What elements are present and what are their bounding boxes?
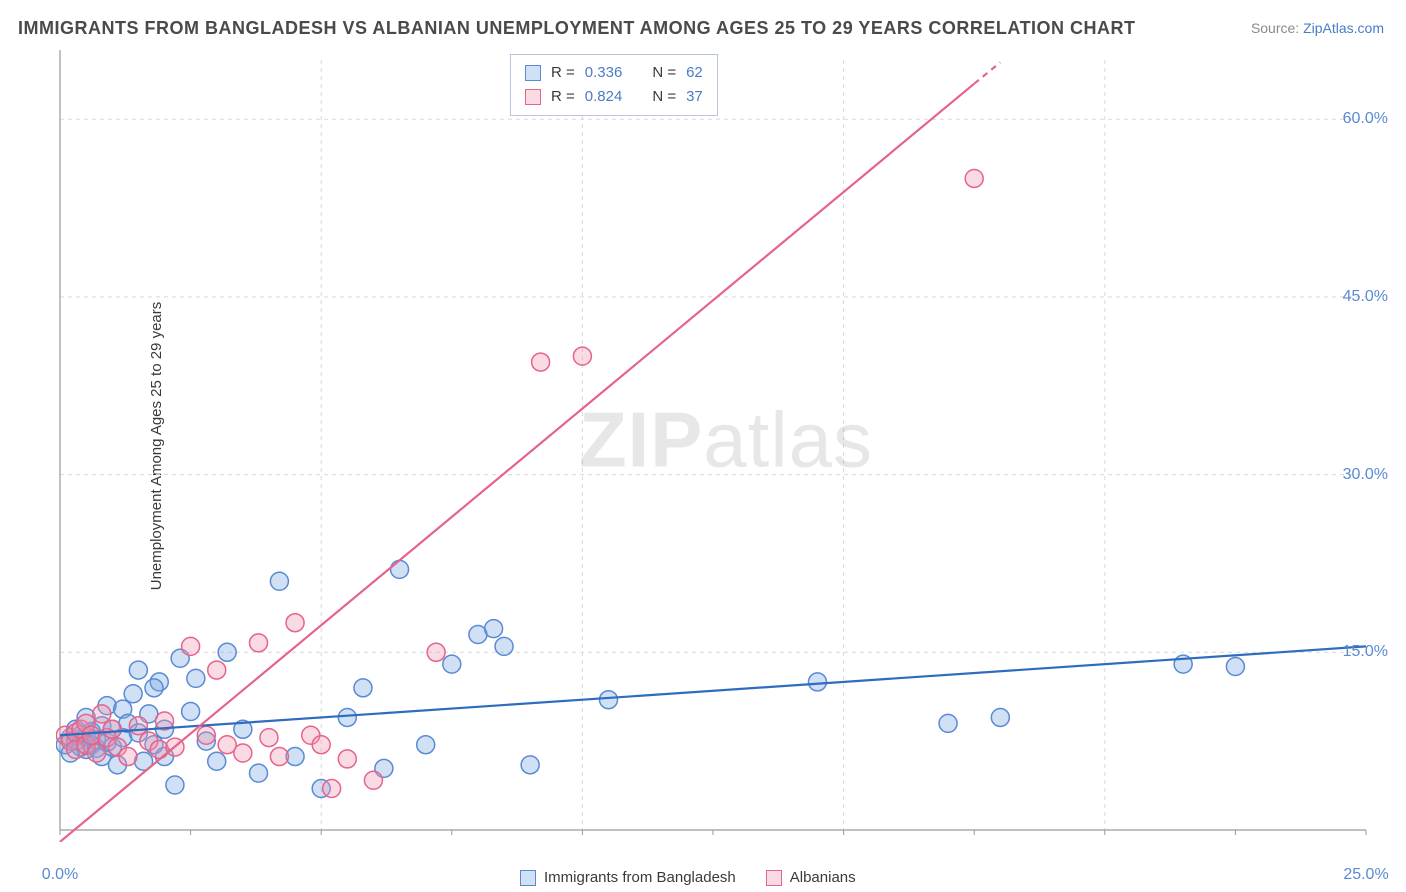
scatter-point — [573, 347, 591, 365]
scatter-point — [808, 673, 826, 691]
scatter-point — [103, 720, 121, 738]
legend-r-value: 0.336 — [585, 61, 623, 85]
scatter-point — [991, 708, 1009, 726]
scatter-point — [338, 708, 356, 726]
legend-n-value: 62 — [686, 61, 703, 85]
scatter-point — [197, 726, 215, 744]
scatter-point — [443, 655, 461, 673]
legend-correlation-row: R = 0.824 N = 37 — [525, 85, 703, 109]
scatter-point — [260, 729, 278, 747]
legend-n-label: N = — [652, 61, 676, 85]
scatter-point — [129, 661, 147, 679]
scatter-point — [338, 750, 356, 768]
scatter-point — [312, 736, 330, 754]
regression-line-ext — [974, 62, 1000, 83]
legend-r-label: R = — [551, 85, 575, 109]
scatter-point — [208, 661, 226, 679]
scatter-point — [485, 620, 503, 638]
legend-series: Immigrants from Bangladesh Albanians — [520, 869, 856, 886]
chart-plot-area: ZIPatlas — [56, 50, 1396, 862]
legend-correlation-box: R = 0.336 N = 62 R = 0.824 N = 37 — [510, 54, 718, 116]
scatter-point — [93, 705, 111, 723]
source-attribution: Source: ZipAtlas.com — [1251, 20, 1384, 36]
scatter-point — [187, 669, 205, 687]
y-tick-label: 30.0% — [1343, 466, 1388, 484]
legend-n-value: 37 — [686, 85, 703, 109]
scatter-point — [323, 780, 341, 798]
scatter-point — [270, 572, 288, 590]
scatter-point — [391, 560, 409, 578]
source-link[interactable]: ZipAtlas.com — [1303, 20, 1384, 36]
source-label: Source: — [1251, 20, 1303, 36]
regression-line — [60, 84, 974, 842]
scatter-point — [417, 736, 435, 754]
legend-r-value: 0.824 — [585, 85, 623, 109]
scatter-point — [182, 703, 200, 721]
chart-svg — [56, 50, 1386, 842]
scatter-point — [250, 634, 268, 652]
scatter-point — [208, 752, 226, 770]
scatter-point — [270, 748, 288, 766]
scatter-point — [600, 691, 618, 709]
legend-swatch — [525, 65, 541, 81]
y-tick-label: 45.0% — [1343, 288, 1388, 306]
scatter-point — [88, 744, 106, 762]
scatter-point — [521, 756, 539, 774]
legend-swatch — [520, 870, 536, 886]
scatter-point — [119, 748, 137, 766]
scatter-point — [182, 637, 200, 655]
scatter-point — [218, 643, 236, 661]
scatter-point — [939, 714, 957, 732]
scatter-point — [286, 614, 304, 632]
legend-n-label: N = — [652, 85, 676, 109]
scatter-point — [250, 764, 268, 782]
legend-series-item: Immigrants from Bangladesh — [520, 869, 736, 886]
legend-series-label: Immigrants from Bangladesh — [544, 869, 736, 886]
x-tick-label: 25.0% — [1343, 866, 1388, 884]
x-tick-label: 0.0% — [42, 866, 78, 884]
scatter-point — [166, 776, 184, 794]
y-tick-label: 15.0% — [1343, 643, 1388, 661]
scatter-point — [129, 717, 147, 735]
legend-correlation-row: R = 0.336 N = 62 — [525, 61, 703, 85]
legend-swatch — [525, 89, 541, 105]
scatter-point — [1226, 658, 1244, 676]
scatter-point — [965, 169, 983, 187]
scatter-point — [145, 679, 163, 697]
scatter-point — [495, 637, 513, 655]
legend-series-label: Albanians — [790, 869, 856, 886]
scatter-point — [234, 744, 252, 762]
y-tick-label: 60.0% — [1343, 110, 1388, 128]
scatter-point — [124, 685, 142, 703]
legend-swatch — [766, 870, 782, 886]
scatter-point — [427, 643, 445, 661]
scatter-point — [354, 679, 372, 697]
scatter-point — [532, 353, 550, 371]
legend-r-label: R = — [551, 61, 575, 85]
legend-series-item: Albanians — [766, 869, 856, 886]
regression-line — [60, 646, 1366, 735]
chart-title: IMMIGRANTS FROM BANGLADESH VS ALBANIAN U… — [18, 18, 1136, 39]
scatter-point — [364, 771, 382, 789]
